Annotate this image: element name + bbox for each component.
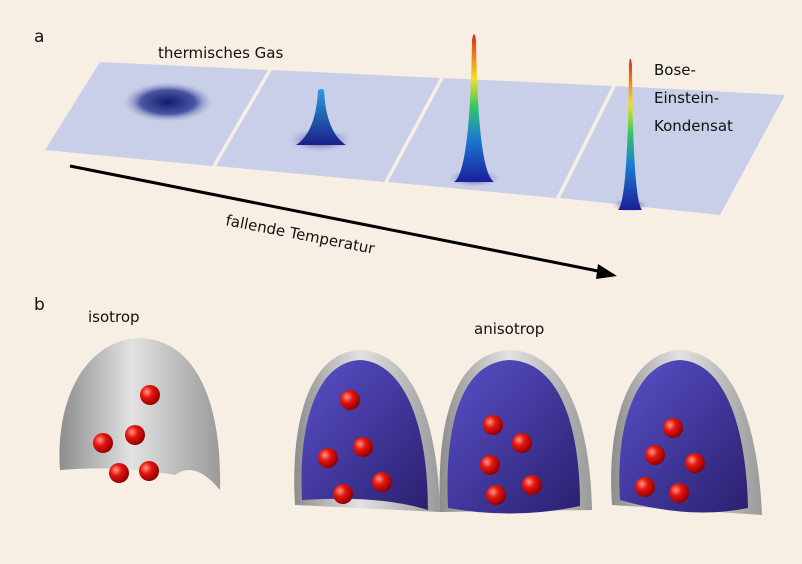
bec-label-line: Bose- [654, 61, 696, 79]
atom [140, 385, 160, 405]
atom [318, 448, 338, 468]
atom [109, 463, 129, 483]
atom [93, 433, 113, 453]
atom [685, 453, 705, 473]
bec-label-line: Kondensat [654, 117, 733, 135]
atom [480, 455, 500, 475]
atom [663, 418, 683, 438]
isotropic-label: isotrop [88, 308, 140, 326]
panel-label: a [34, 27, 44, 47]
atom [635, 477, 655, 497]
figure: a thermisches Gas Bose- Einstein- Konden… [0, 0, 802, 564]
atom [669, 483, 689, 503]
atom [372, 472, 392, 492]
atom [333, 484, 353, 504]
atom [645, 445, 665, 465]
atom [512, 433, 532, 453]
atom [483, 415, 503, 435]
thermal-cloud [123, 82, 213, 122]
atom [353, 437, 373, 457]
anisotropic-label: anisotrop [474, 320, 544, 338]
panel-label: b [34, 295, 45, 315]
atom [125, 425, 145, 445]
atom [522, 475, 542, 495]
bec-label-line: Einstein- [654, 89, 719, 107]
atom [340, 390, 360, 410]
atom [486, 485, 506, 505]
atom [139, 461, 159, 481]
thermal-label: thermisches Gas [158, 44, 283, 62]
